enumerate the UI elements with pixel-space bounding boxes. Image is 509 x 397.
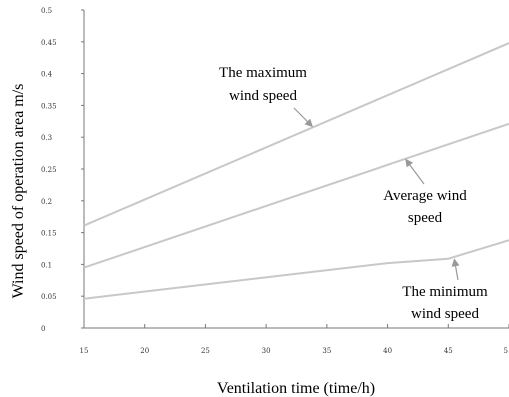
y-axis-label: Wind speed of operation area m/s — [10, 84, 27, 299]
x-tick-label: 25 — [201, 347, 210, 355]
x-tick-label: 30 — [262, 347, 271, 355]
annotation-label-3: The minimum — [402, 284, 488, 300]
y-tick-label: 0.05 — [41, 293, 57, 301]
y-tick-label: 0.15 — [41, 230, 57, 238]
y-tick-label: 0.25 — [41, 166, 57, 174]
x-tick-label: 20 — [140, 347, 149, 355]
plot-area: 0 0.05 0.1 0.15 0.2 0.25 0.3 0.35 0.4 0.45 0.5 15 20… — [41, 7, 509, 355]
y-tick-label: 0.35 — [41, 102, 57, 110]
x-tick-label: 15 — [80, 347, 89, 355]
y-tick-label: 0.5 — [41, 7, 52, 15]
annotation-arrow-2 — [405, 158, 425, 185]
y-tick-label: 0.4 — [41, 71, 53, 79]
annotation-arrow-1 — [293, 107, 313, 128]
annotation-arrow-3 — [451, 258, 460, 281]
annotation-label-1: The maximum — [219, 65, 307, 81]
x-tick-label: 5 — [504, 347, 508, 355]
series-line-1 — [83, 42, 509, 227]
x-tick-label: 35 — [322, 347, 331, 355]
x-tick-label: 40 — [383, 347, 392, 355]
y-tick-label: 0 — [41, 325, 45, 333]
x-tick-label: 45 — [444, 347, 453, 355]
y-tick-label: 0.3 — [41, 134, 52, 142]
annotation-label-2: Average wind — [383, 188, 467, 204]
y-tick-label: 0.2 — [41, 198, 52, 206]
y-tick-label: 0.45 — [41, 39, 57, 47]
series-line-2 — [83, 122, 509, 269]
annotation-label-2: speed — [408, 210, 443, 226]
x-axis-label: Ventilation time (time/h) — [217, 380, 375, 397]
annotation-label-1: wind speed — [229, 88, 297, 104]
series-line-3 — [83, 239, 509, 300]
y-tick-label: 0.1 — [41, 261, 52, 269]
annotation-label-3: wind speed — [411, 306, 479, 322]
